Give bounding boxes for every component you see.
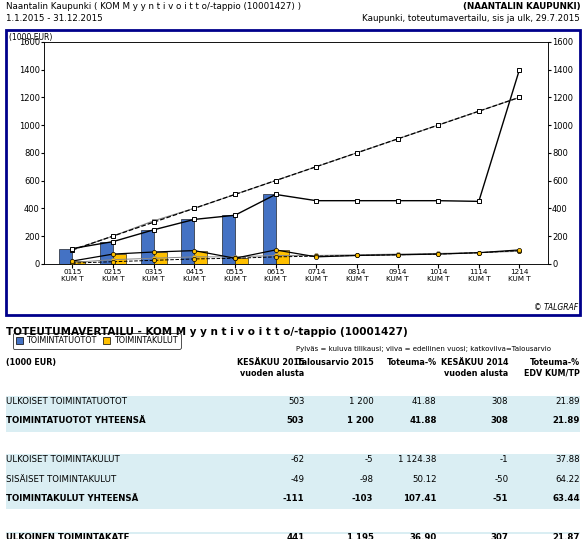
Text: -1: -1	[500, 455, 509, 464]
Text: Naantalin Kaupunki ( KOM M y y n t i v o i t t o/-tappio (10001427) ): Naantalin Kaupunki ( KOM M y y n t i v o…	[6, 2, 301, 11]
Text: -103: -103	[352, 494, 373, 503]
Text: KESÄKUU 2015
vuoden alusta: KESÄKUU 2015 vuoden alusta	[237, 358, 305, 378]
Text: 41.88: 41.88	[409, 416, 437, 425]
Text: -5: -5	[364, 455, 373, 464]
Bar	[59, 248, 73, 264]
Text: Pylväs = kuluva tilikausi; viiva = edellinen vuosi; katkoviiva=Talousarvio: Pylväs = kuluva tilikausi; viiva = edell…	[296, 346, 551, 353]
Text: 21.89: 21.89	[553, 416, 580, 425]
Text: TOIMINTAKULUT YHTEENSÄ: TOIMINTAKULUT YHTEENSÄ	[6, 494, 138, 503]
Text: SISÄISET TOIMINTAKULUT: SISÄISET TOIMINTAKULUT	[6, 474, 116, 483]
Text: 37.88: 37.88	[556, 455, 580, 464]
Text: ULKOINEN TOIMINTAKATE: ULKOINEN TOIMINTAKATE	[6, 533, 130, 539]
Text: 1.1.2015 - 31.12.2015: 1.1.2015 - 31.12.2015	[6, 14, 103, 23]
Bar	[6, 532, 580, 539]
Text: 21.87: 21.87	[553, 533, 580, 539]
Bar	[6, 396, 580, 432]
Text: (1000 EUR): (1000 EUR)	[9, 33, 52, 42]
Text: 308: 308	[492, 397, 509, 406]
Legend: TOIMINTATUOTOT, TOIMINTAKULUT: TOIMINTATUOTOT, TOIMINTAKULUT	[13, 333, 180, 349]
Text: © TALGRAF: © TALGRAF	[534, 303, 578, 312]
Bar	[263, 195, 275, 264]
Bar	[275, 250, 289, 264]
Text: -98: -98	[359, 474, 373, 483]
Bar	[100, 241, 113, 264]
Text: 63.44: 63.44	[553, 494, 580, 503]
Text: 21.89: 21.89	[556, 397, 580, 406]
Text: -111: -111	[283, 494, 305, 503]
Text: KESÄKUU 2014
vuoden alusta: KESÄKUU 2014 vuoden alusta	[441, 358, 509, 378]
Bar	[73, 261, 86, 264]
Text: 1 200: 1 200	[349, 397, 373, 406]
Text: -62: -62	[290, 455, 305, 464]
Text: TOTEUTUMAVERTAILU - KOM M y y n t i v o i t t o/-tappio (10001427): TOTEUTUMAVERTAILU - KOM M y y n t i v o …	[6, 327, 408, 337]
Text: -49: -49	[291, 474, 305, 483]
Text: 308: 308	[490, 416, 509, 425]
Text: 41.88: 41.88	[412, 397, 437, 406]
Text: (NAANTALIN KAUPUNKI): (NAANTALIN KAUPUNKI)	[462, 2, 580, 11]
Text: (1000 EUR): (1000 EUR)	[6, 358, 56, 368]
Text: -50: -50	[494, 474, 509, 483]
Text: Toteuma-%: Toteuma-%	[386, 358, 437, 368]
Text: 307: 307	[490, 533, 509, 539]
Bar	[6, 454, 580, 509]
Text: TOIMINTATUOTOT YHTEENSÄ: TOIMINTATUOTOT YHTEENSÄ	[6, 416, 145, 425]
Text: Kaupunki, toteutumavertailu, sis ja ulk, 29.7.2015: Kaupunki, toteutumavertailu, sis ja ulk,…	[362, 14, 580, 23]
Text: ULKOISET TOIMINTATUOTOT: ULKOISET TOIMINTATUOTOT	[6, 397, 127, 406]
Bar	[141, 230, 154, 264]
Text: Toteuma-%
EDV KUM/TP: Toteuma-% EDV KUM/TP	[524, 358, 580, 378]
Bar	[222, 215, 235, 264]
Text: -51: -51	[493, 494, 509, 503]
Text: Talousarvio 2015: Talousarvio 2015	[297, 358, 373, 368]
Bar	[113, 254, 126, 264]
Text: 503: 503	[288, 397, 305, 406]
Text: 441: 441	[286, 533, 305, 539]
Text: 36.90: 36.90	[409, 533, 437, 539]
Text: 64.22: 64.22	[556, 474, 580, 483]
Text: 1 200: 1 200	[347, 416, 373, 425]
Text: 1 195: 1 195	[346, 533, 373, 539]
Bar	[154, 252, 166, 264]
Text: 50.12: 50.12	[412, 474, 437, 483]
Text: 107.41: 107.41	[403, 494, 437, 503]
Text: 503: 503	[287, 416, 305, 425]
Bar	[235, 258, 248, 264]
Text: 1 124.38: 1 124.38	[398, 455, 437, 464]
Bar	[195, 251, 207, 264]
Bar	[181, 219, 195, 264]
Text: ULKOISET TOIMINTAKULUT: ULKOISET TOIMINTAKULUT	[6, 455, 120, 464]
